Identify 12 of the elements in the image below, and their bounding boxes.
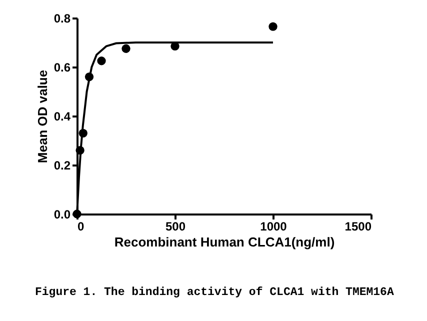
y-tick-label: 0.2 (54, 158, 71, 172)
y-tick-label: 0.0 (54, 208, 71, 222)
y-tick-label: 0.4 (54, 110, 71, 124)
y-tick-label: 0.8 (54, 12, 71, 26)
y-axis-title: Mean OD value (34, 70, 50, 164)
y-tick-label: 0.6 (54, 60, 71, 74)
x-axis-title: Recombinant Human CLCA1(ng/ml) (114, 234, 335, 250)
x-tick-label: 0 (78, 220, 84, 234)
x-tick-label: 1500 (344, 220, 372, 234)
caption: Figure 1. The binding activity of CLCA1 with TMEM16A (35, 286, 394, 299)
x-tick-label: 500 (165, 220, 186, 234)
x-tick-label: 1000 (260, 220, 288, 234)
